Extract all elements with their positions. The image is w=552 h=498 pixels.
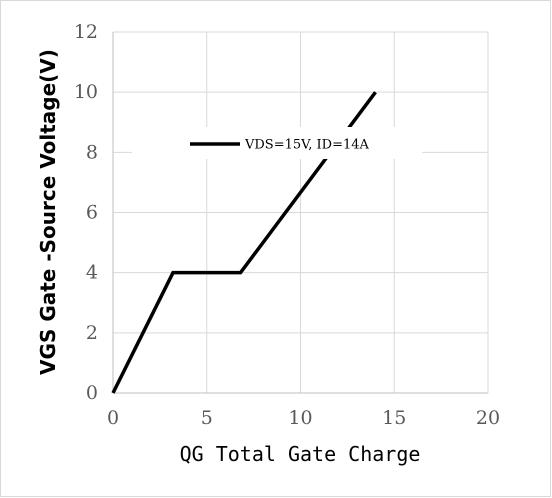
y-axis-title: VGS Gate -Source Voltage(V) xyxy=(36,49,60,375)
x-tick-label: 0 xyxy=(107,407,119,429)
y-tick-label: 4 xyxy=(86,262,98,284)
x-axis-title: QG Total Gate Charge xyxy=(180,442,421,466)
tick-labels: 0 2 4 6 8 10 12 0 5 10 15 20 xyxy=(74,21,500,429)
y-tick-label: 10 xyxy=(74,81,98,103)
series-lines xyxy=(111,91,377,394)
gridlines xyxy=(113,31,489,393)
y-tick-label: 12 xyxy=(74,21,98,43)
y-tick-label: 6 xyxy=(86,202,98,224)
y-tick-label: 8 xyxy=(86,141,98,163)
legend: VDS=15V, ID=14A xyxy=(132,127,422,159)
x-tick-label: 5 xyxy=(201,407,213,429)
x-tick-label: 15 xyxy=(382,407,406,429)
y-tick-label: 2 xyxy=(86,322,98,344)
series-line xyxy=(111,91,377,394)
legend-background xyxy=(132,127,422,159)
x-tick-label: 10 xyxy=(288,407,312,429)
legend-label: VDS=15V, ID=14A xyxy=(244,138,370,153)
x-tick-label: 20 xyxy=(476,407,500,429)
axes xyxy=(112,32,488,394)
y-tick-label: 0 xyxy=(86,382,98,404)
